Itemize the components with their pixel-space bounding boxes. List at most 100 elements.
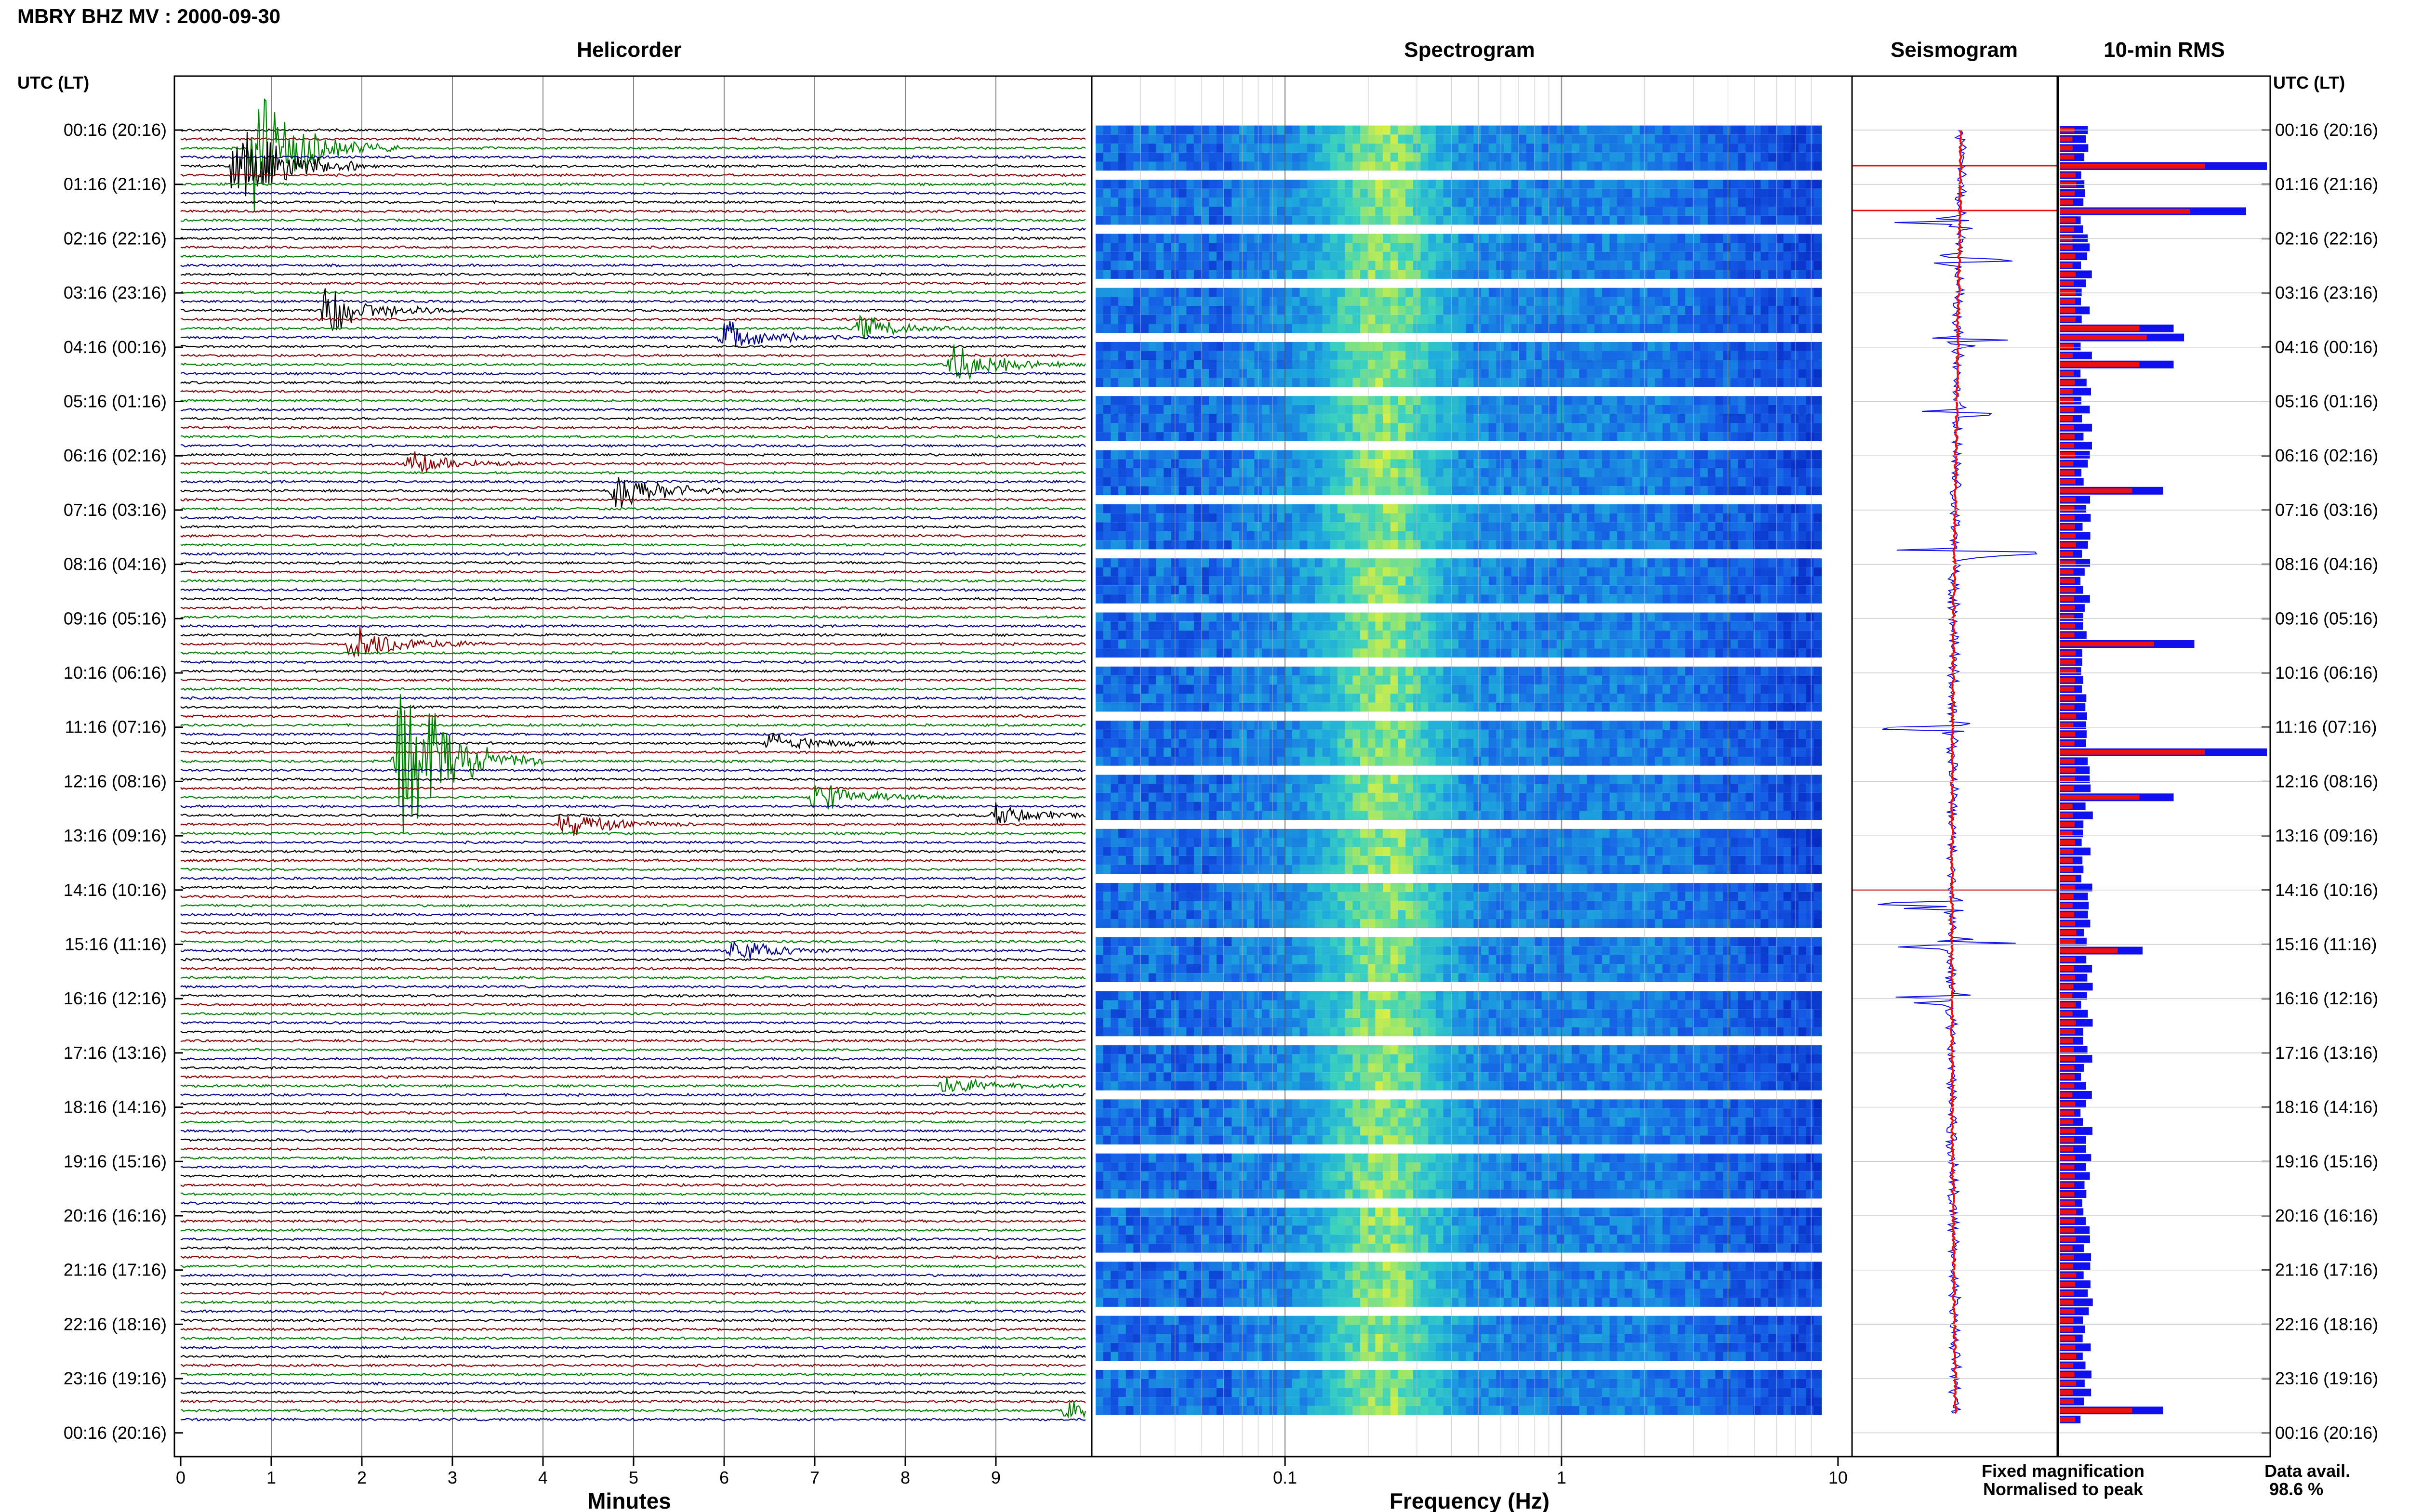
- spectrogram-cell: [1178, 351, 1187, 360]
- spectrogram-cell: [1269, 270, 1278, 279]
- spectrogram-cell: [1193, 234, 1202, 243]
- spectrogram-cell: [1760, 306, 1769, 315]
- spectrogram-cell: [1640, 612, 1648, 622]
- spectrogram-cell: [1526, 423, 1535, 433]
- spectrogram-cell: [1352, 251, 1361, 261]
- spectrogram-cell: [1428, 414, 1437, 423]
- spectrogram-cell: [1337, 306, 1346, 315]
- spectrogram-cell: [1511, 207, 1520, 216]
- spectrogram-cell: [1609, 342, 1618, 351]
- spectrogram-cell: [1738, 423, 1747, 433]
- spectrogram-cell: [1148, 215, 1157, 225]
- spectrogram-cell: [1549, 639, 1558, 649]
- spectrogram-cell: [1473, 369, 1482, 378]
- spectrogram-cell: [1360, 450, 1368, 460]
- spectrogram-cell: [1541, 522, 1550, 531]
- spectrogram-cell: [1148, 369, 1157, 378]
- spectrogram-cell: [1178, 342, 1187, 351]
- spectrogram-cell: [1594, 297, 1603, 306]
- spectrogram-cell: [1768, 234, 1776, 243]
- spectrogram-cell: [1443, 468, 1452, 477]
- spectrogram-cell: [1231, 197, 1240, 207]
- spectrogram-cell: [1556, 522, 1565, 531]
- spectrogram-cell: [1564, 405, 1573, 414]
- spectrogram-cell: [1647, 432, 1655, 441]
- spectrogram-cell: [1314, 432, 1323, 441]
- spectrogram-cell: [1587, 207, 1595, 216]
- spectrogram-cell: [1209, 486, 1218, 496]
- spectrogram-cell: [1473, 270, 1482, 279]
- spectrogram-cell: [1352, 297, 1361, 306]
- spectrogram-cell: [1420, 261, 1429, 270]
- spectrogram-cell: [1217, 666, 1225, 676]
- spectrogram-cell: [1246, 513, 1255, 523]
- spectrogram-cell: [1209, 594, 1218, 604]
- spectrogram-cell: [1700, 621, 1708, 631]
- spectrogram-cell: [1443, 261, 1452, 270]
- spectrogram-cell: [1217, 468, 1225, 477]
- spectrogram-cell: [1511, 576, 1520, 586]
- spectrogram-cell: [1466, 152, 1474, 162]
- spectrogram-cell: [1549, 576, 1558, 586]
- spectrogram-cell: [1541, 666, 1550, 676]
- spectrogram-cell: [1451, 315, 1459, 324]
- spectrogram-cell: [1587, 558, 1595, 567]
- spectrogram-cell: [1579, 180, 1588, 189]
- spectrogram-cell: [1549, 243, 1558, 252]
- spectrogram-cell: [1435, 378, 1444, 387]
- spectrogram-cell: [1813, 180, 1822, 189]
- spectrogram-cell: [1284, 306, 1293, 315]
- spectrogram-cell: [1526, 405, 1535, 414]
- spectrogram-cell: [1405, 161, 1414, 171]
- spectrogram-cell: [1488, 369, 1497, 378]
- spectrogram-cell: [1579, 558, 1588, 567]
- spectrogram-cell: [1398, 351, 1406, 360]
- spectrogram-cell: [1783, 513, 1792, 523]
- spectrogram-cell: [1125, 215, 1134, 225]
- spectrogram-cell: [1193, 243, 1202, 252]
- spectrogram-title: Spectrogram: [1404, 38, 1535, 62]
- spectrogram-cell: [1186, 558, 1195, 567]
- spectrogram-cell: [1798, 134, 1807, 144]
- spectrogram-cell: [1473, 351, 1482, 360]
- spectrogram-cell: [1655, 188, 1663, 198]
- spectrogram-cell: [1753, 612, 1761, 622]
- spectrogram-cell: [1746, 639, 1754, 649]
- spectrogram-cell: [1526, 251, 1535, 261]
- spectrogram-cell: [1768, 243, 1776, 252]
- spectrogram-cell: [1141, 477, 1149, 486]
- spectrogram-cell: [1594, 594, 1603, 604]
- spectrogram-cell: [1367, 251, 1376, 261]
- spectrogram-cell: [1103, 414, 1112, 423]
- spectrogram-cell: [1806, 639, 1814, 649]
- spectrogram-cell: [1224, 666, 1232, 676]
- spectrogram-cell: [1541, 576, 1550, 586]
- spectrogram-cell: [1118, 648, 1126, 658]
- spectrogram-cell: [1504, 486, 1512, 496]
- spectrogram-cell: [1148, 324, 1157, 333]
- spectrogram-cell: [1125, 188, 1134, 198]
- spectrogram-cell: [1526, 161, 1535, 171]
- spectrogram-cell: [1617, 423, 1626, 433]
- spectrogram-cell: [1111, 675, 1119, 685]
- spectrogram-cell: [1662, 207, 1671, 216]
- spectrogram-cell: [1715, 152, 1724, 162]
- spectrogram-cell: [1125, 486, 1134, 496]
- spectrogram-cell: [1246, 144, 1255, 153]
- spectrogram-cell: [1337, 144, 1346, 153]
- spectrogram-cell: [1125, 360, 1134, 369]
- spectrogram-cell: [1632, 522, 1641, 531]
- spectrogram-cell: [1443, 251, 1452, 261]
- spectrogram-cell: [1352, 540, 1361, 550]
- spectrogram-cell: [1292, 621, 1300, 631]
- spectrogram-cell: [1141, 414, 1149, 423]
- spectrogram-cell: [1443, 396, 1452, 405]
- spectrogram-cell: [1435, 432, 1444, 441]
- spectrogram-cell: [1193, 152, 1202, 162]
- spectrogram-cell: [1775, 342, 1784, 351]
- spectrogram-cell: [1655, 576, 1663, 586]
- spectrogram-cell: [1700, 234, 1708, 243]
- spectrogram-cell: [1806, 540, 1814, 550]
- spectrogram-cell: [1239, 378, 1247, 387]
- spectrogram-cell: [1217, 504, 1225, 513]
